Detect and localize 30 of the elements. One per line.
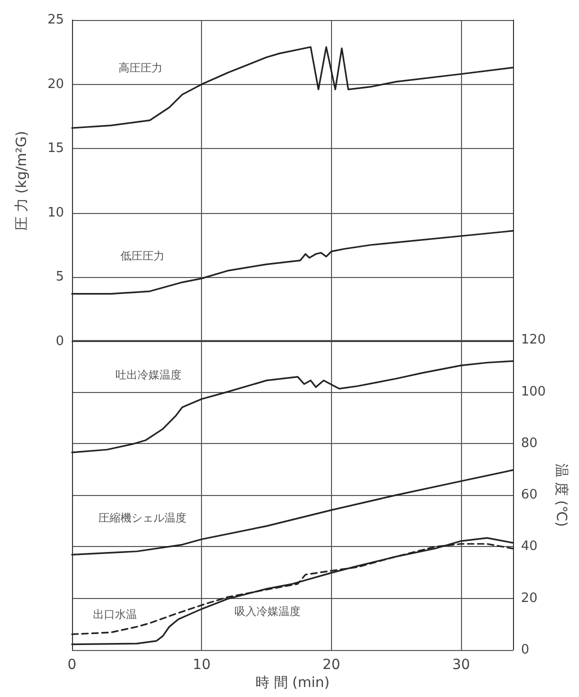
text: 吐出冷媒温度 (115, 368, 182, 382)
series-label: 吸入冷媒温度 (234, 604, 301, 618)
line-series (71, 360, 514, 454)
y2-tick-label: 60 (521, 488, 538, 503)
y-axis-title: 圧 力 (kg/m²G) (14, 130, 30, 231)
y-tick-label: 5 (56, 270, 64, 285)
y2-tick-label: 100 (521, 384, 546, 400)
y2-tick-label: 120 (521, 332, 546, 348)
y-tick-label: 0 (56, 334, 64, 349)
text: 低圧圧力 (120, 249, 164, 262)
x-axis-title: 時 間 (min) (255, 675, 330, 691)
text: 高圧圧力 (118, 62, 162, 75)
x-tick-label: 30 (452, 657, 470, 673)
line-series (71, 230, 514, 295)
x-tick-label: 0 (68, 657, 76, 673)
y-tick-label: 10 (47, 205, 64, 220)
y2-tick-label: 40 (521, 539, 538, 554)
line-series (71, 469, 514, 556)
y2-axis-title: 温 度 (℃) (553, 463, 569, 527)
x-tick-label: 10 (192, 657, 211, 673)
y-tick-label: 15 (47, 141, 64, 156)
y2-tick-label: 0 (521, 642, 530, 658)
y2-tick-label: 20 (521, 590, 538, 606)
y2-tick-label: 80 (521, 436, 538, 451)
line-series (71, 46, 514, 129)
series-label: 出口水温 (92, 608, 137, 621)
y-tick-label: 25 (47, 12, 64, 28)
x-tick-label: 20 (322, 657, 340, 673)
series-label: 圧縮機シェル温度 (98, 512, 186, 525)
y-tick-label: 20 (47, 76, 64, 92)
